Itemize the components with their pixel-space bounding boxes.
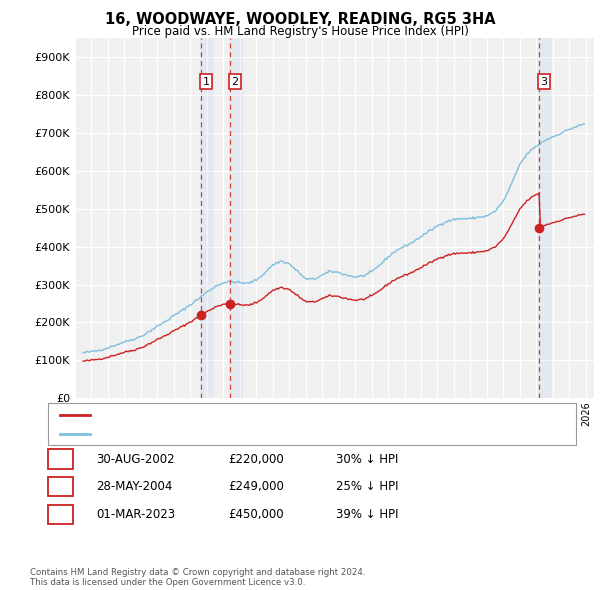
Text: 16, WOODWAYE, WOODLEY, READING, RG5 3HA: 16, WOODWAYE, WOODLEY, READING, RG5 3HA xyxy=(104,12,496,27)
Text: HPI: Average price, detached house, Wokingham: HPI: Average price, detached house, Woki… xyxy=(96,428,350,438)
Text: 1: 1 xyxy=(203,77,209,87)
Bar xyxy=(200,38,214,398)
Text: 28-MAY-2004: 28-MAY-2004 xyxy=(96,480,172,493)
Text: £249,000: £249,000 xyxy=(228,480,284,493)
Text: 1: 1 xyxy=(56,453,65,466)
Text: 39% ↓ HPI: 39% ↓ HPI xyxy=(336,508,398,521)
Text: 01-MAR-2023: 01-MAR-2023 xyxy=(96,508,175,521)
Text: 3: 3 xyxy=(541,77,548,87)
Text: Contains HM Land Registry data © Crown copyright and database right 2024.
This d: Contains HM Land Registry data © Crown c… xyxy=(30,568,365,587)
Text: £450,000: £450,000 xyxy=(228,508,284,521)
Text: 30-AUG-2002: 30-AUG-2002 xyxy=(96,453,175,466)
Text: 2: 2 xyxy=(232,77,239,87)
Text: 30% ↓ HPI: 30% ↓ HPI xyxy=(336,453,398,466)
Bar xyxy=(538,38,553,398)
Text: £220,000: £220,000 xyxy=(228,453,284,466)
Text: 3: 3 xyxy=(56,508,65,521)
Text: 2: 2 xyxy=(56,480,65,493)
Text: 16, WOODWAYE, WOODLEY, READING, RG5 3HA (detached house): 16, WOODWAYE, WOODLEY, READING, RG5 3HA … xyxy=(96,410,442,420)
Text: Price paid vs. HM Land Registry's House Price Index (HPI): Price paid vs. HM Land Registry's House … xyxy=(131,25,469,38)
Text: 25% ↓ HPI: 25% ↓ HPI xyxy=(336,480,398,493)
Bar xyxy=(229,38,243,398)
